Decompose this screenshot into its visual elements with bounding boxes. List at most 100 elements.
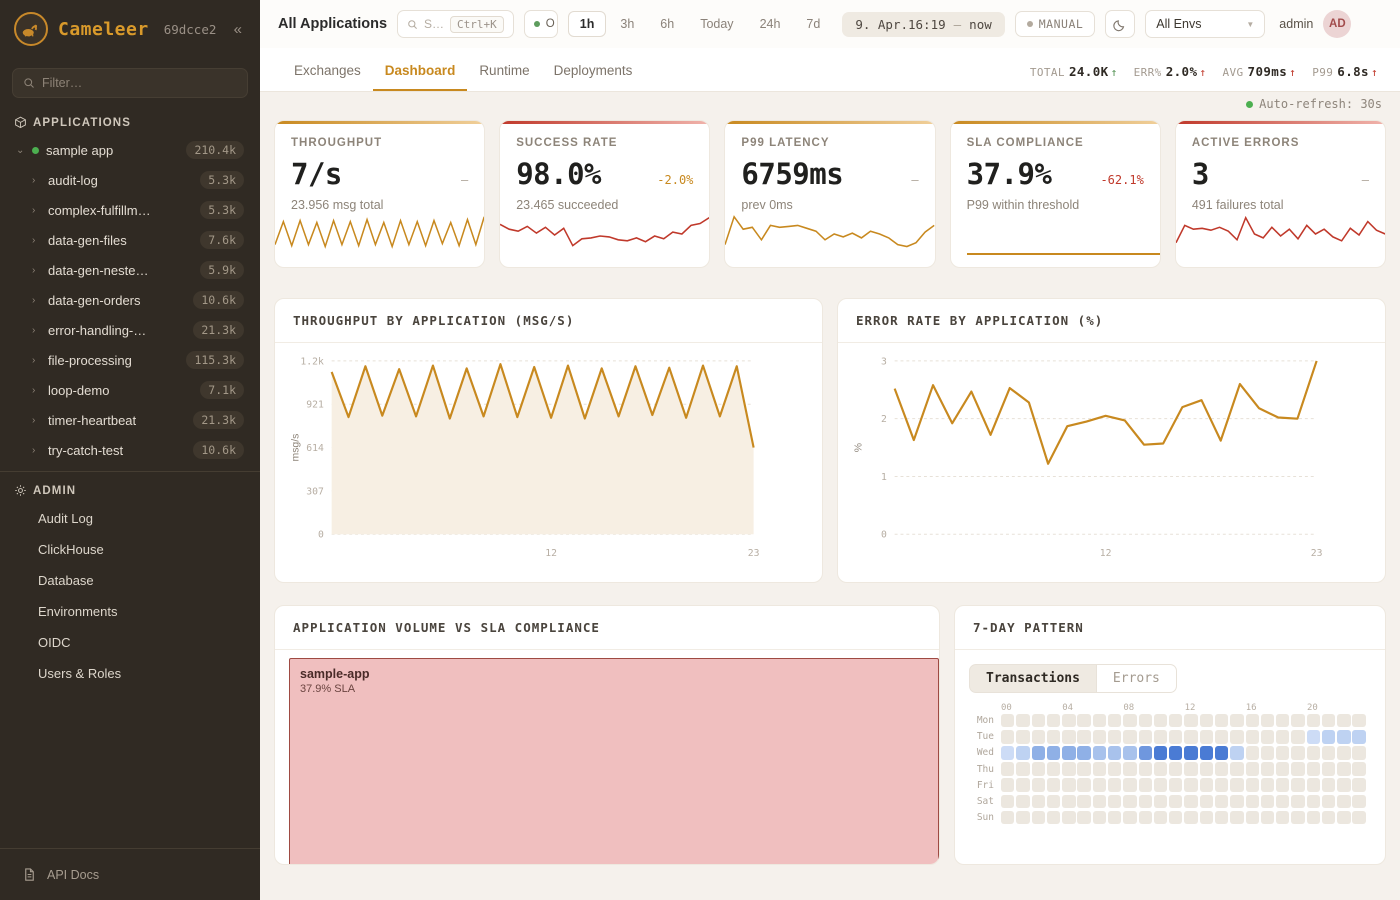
chevron-right-icon[interactable]: › — [32, 444, 36, 456]
heatmap-cell[interactable] — [1138, 714, 1152, 728]
kpi-card-p99-latency[interactable]: P99 LATENCY 6759ms – prev 0ms — [724, 120, 936, 268]
heatmap-cell[interactable] — [1245, 794, 1259, 808]
heatmap-cell[interactable] — [1260, 794, 1275, 808]
heatmap-cell[interactable] — [1169, 746, 1183, 760]
heatmap-cell[interactable] — [1031, 762, 1045, 776]
heatmap-cell[interactable] — [1001, 730, 1015, 744]
sidebar-item-try-catch-test[interactable]: › try-catch-test 10.6k — [10, 435, 250, 465]
heatmap-cell[interactable] — [1352, 746, 1366, 760]
heatmap-cell[interactable] — [1214, 778, 1229, 792]
heatmap-cell[interactable] — [1260, 746, 1275, 760]
range-button-3h[interactable]: 3h — [620, 17, 635, 31]
heatmap-cell[interactable] — [1199, 794, 1214, 808]
heatmap-cell[interactable] — [1276, 762, 1290, 776]
sidebar-item-complex-fulfillm-[interactable]: › complex-fulfillm… 5.3k — [10, 195, 250, 225]
heatmap-cell[interactable] — [1092, 762, 1107, 776]
range-button-24h[interactable]: 24h — [759, 17, 781, 31]
throughput-chart[interactable]: 0 307 614 921 1.2k 12 23 msg/s — [275, 343, 822, 582]
heatmap-cell[interactable] — [1138, 778, 1152, 792]
heatmap-cell[interactable] — [1184, 746, 1198, 760]
sidebar-item-loop-demo[interactable]: › loop-demo 7.1k — [10, 375, 250, 405]
heatmap-cell[interactable] — [1001, 810, 1015, 824]
heatmap-cell[interactable] — [1199, 778, 1214, 792]
heatmap-cell[interactable] — [1031, 778, 1045, 792]
heatmap-cell[interactable] — [1123, 810, 1137, 824]
chevron-right-icon[interactable]: › — [32, 264, 36, 276]
sidebar-item-error-handling-[interactable]: › error-handling-… 21.3k — [10, 315, 250, 345]
heatmap-cell[interactable] — [1199, 730, 1214, 744]
heatmap-cell[interactable] — [1321, 730, 1336, 744]
heatmap-cell[interactable] — [1138, 794, 1152, 808]
heatmap-cell[interactable] — [1321, 794, 1336, 808]
heatmap-cell[interactable] — [1001, 746, 1015, 760]
heatmap-cell[interactable] — [1153, 794, 1168, 808]
kpi-card-active-errors[interactable]: ACTIVE ERRORS 3 – 491 failures total — [1174, 120, 1387, 268]
heatmap-tab-transactions[interactable]: Transactions — [969, 664, 1097, 693]
chevron-right-icon[interactable]: › — [32, 354, 36, 366]
heatmap-cell[interactable] — [1062, 762, 1076, 776]
heatmap-cell[interactable] — [1107, 714, 1122, 728]
heatmap-cell[interactable] — [1260, 730, 1275, 744]
heatmap-cell[interactable] — [1306, 810, 1321, 824]
heatmap-cell[interactable] — [1046, 730, 1061, 744]
admin-item-clickhouse[interactable]: ClickHouse — [38, 542, 104, 557]
admin-item-users-roles[interactable]: Users & Roles — [38, 666, 122, 681]
heatmap-cell[interactable] — [1153, 746, 1168, 760]
heatmap-cell[interactable] — [1306, 714, 1321, 728]
heatmap-cell[interactable] — [1016, 714, 1030, 728]
heatmap-cell[interactable] — [1107, 730, 1122, 744]
heatmap-cell[interactable] — [1062, 746, 1076, 760]
heatmap-cell[interactable] — [1214, 794, 1229, 808]
heatmap-cell[interactable] — [1123, 778, 1137, 792]
heatmap-cell[interactable] — [1276, 778, 1290, 792]
avatar[interactable]: AD — [1323, 10, 1352, 38]
heatmap-cell[interactable] — [1337, 778, 1351, 792]
heatmap-cell[interactable] — [1169, 810, 1183, 824]
range-button-6h[interactable]: 6h — [660, 17, 675, 31]
tab-runtime[interactable]: Runtime — [479, 63, 530, 78]
heatmap-cell[interactable] — [1138, 746, 1152, 760]
heatmap-cell[interactable] — [1306, 778, 1321, 792]
heatmap-cell[interactable] — [1062, 810, 1076, 824]
heatmap-cell[interactable] — [1291, 778, 1305, 792]
heatmap-cell[interactable] — [1291, 730, 1305, 744]
chevron-down-icon[interactable]: ⌄ — [16, 144, 25, 156]
heatmap-cell[interactable] — [1306, 762, 1321, 776]
heatmap-cell[interactable] — [1352, 730, 1366, 744]
heatmap-cell[interactable] — [1276, 714, 1290, 728]
heatmap-cell[interactable] — [1260, 714, 1275, 728]
heatmap-cell[interactable] — [1123, 746, 1137, 760]
heatmap-cell[interactable] — [1352, 778, 1366, 792]
heatmap-cell[interactable] — [1306, 730, 1321, 744]
heatmap-cell[interactable] — [1276, 746, 1290, 760]
heatmap-cell[interactable] — [1306, 746, 1321, 760]
heatmap-cell[interactable] — [1092, 794, 1107, 808]
heatmap-cell[interactable] — [1352, 762, 1366, 776]
heatmap-cell[interactable] — [1077, 810, 1091, 824]
heatmap-cell[interactable] — [1337, 730, 1351, 744]
heatmap-cell[interactable] — [1337, 714, 1351, 728]
heatmap-cell[interactable] — [1062, 794, 1076, 808]
heatmap-cell[interactable] — [1153, 810, 1168, 824]
heatmap-cell[interactable] — [1321, 714, 1336, 728]
heatmap-cell[interactable] — [1077, 762, 1091, 776]
theme-toggle-button[interactable] — [1105, 10, 1136, 38]
heatmap-cell[interactable] — [1199, 810, 1214, 824]
heatmap-cell[interactable] — [1321, 746, 1336, 760]
sidebar-collapse-icon[interactable]: « — [233, 20, 242, 38]
heatmap-cell[interactable] — [1046, 714, 1061, 728]
heatmap-cell[interactable] — [1138, 810, 1152, 824]
heatmap-cell[interactable] — [1184, 810, 1198, 824]
heatmap-cell[interactable] — [1214, 714, 1229, 728]
heatmap-cell[interactable] — [1016, 778, 1030, 792]
heatmap-cell[interactable] — [1123, 794, 1137, 808]
heatmap-cell[interactable] — [1016, 794, 1030, 808]
search-input[interactable]: S… Ctrl+K — [397, 10, 514, 38]
chevron-right-icon[interactable]: › — [32, 234, 36, 246]
heatmap-cell[interactable] — [1245, 730, 1259, 744]
range-button-today[interactable]: Today — [700, 17, 734, 31]
heatmap-cell[interactable] — [1062, 730, 1076, 744]
heatmap-cell[interactable] — [1337, 762, 1351, 776]
heatmap-cell[interactable] — [1260, 778, 1275, 792]
sidebar-item-data-gen-orders[interactable]: › data-gen-orders 10.6k — [10, 285, 250, 315]
